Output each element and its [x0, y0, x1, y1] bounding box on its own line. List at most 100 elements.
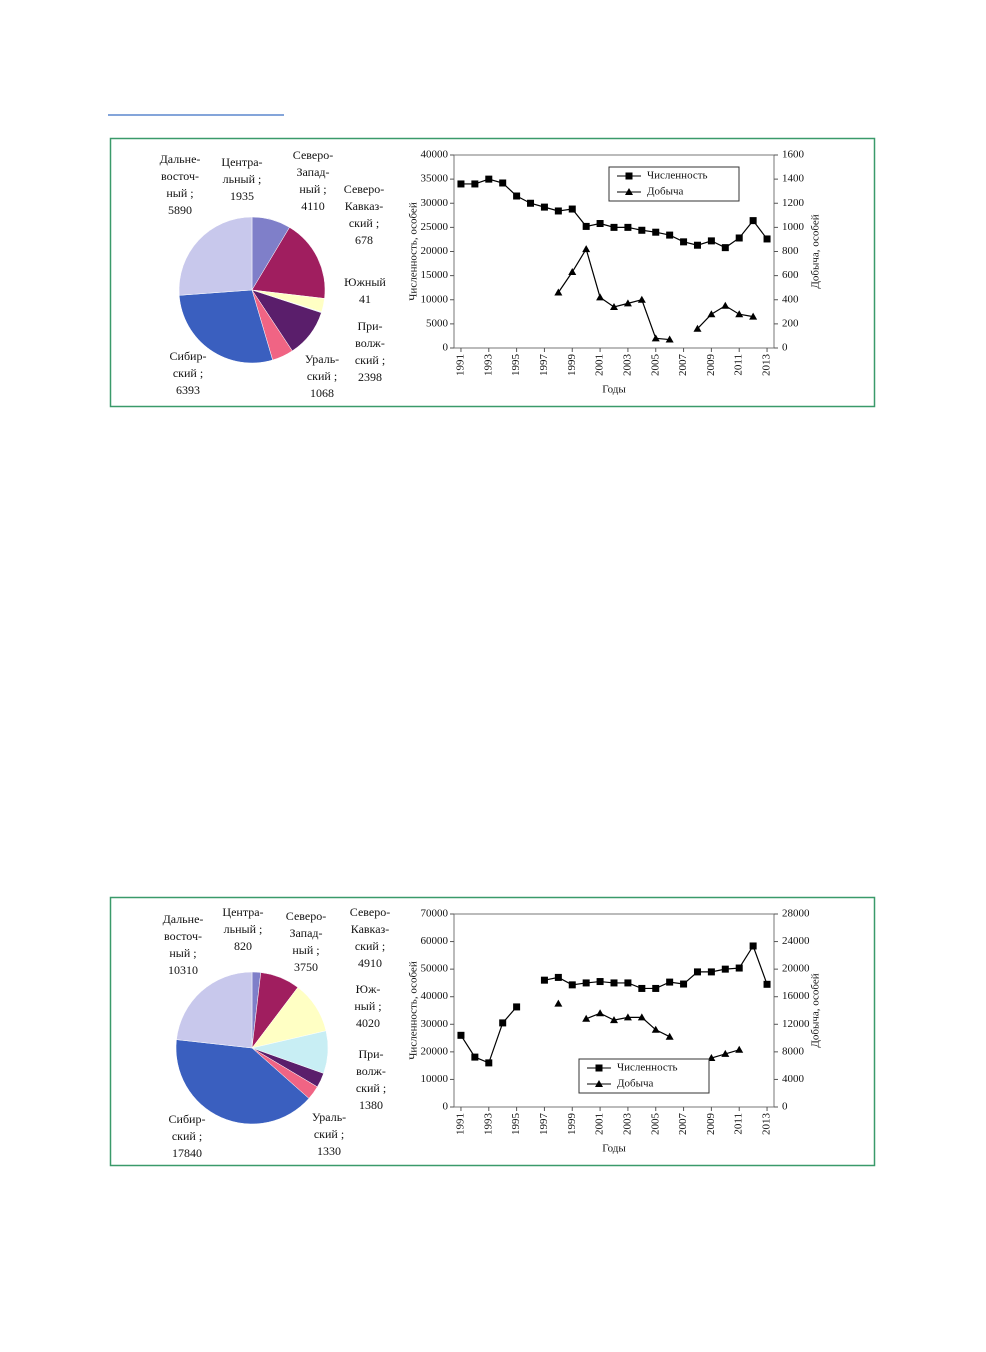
marker-square [693, 968, 701, 976]
marker-square [485, 1059, 493, 1067]
y2-tick-label: 600 [782, 269, 799, 281]
marker-square [596, 220, 604, 228]
plot-frame [453, 913, 775, 1108]
marker-square [471, 180, 479, 188]
y2-tick-label: 1600 [782, 149, 805, 161]
x-tick-label: 1997 [538, 1113, 550, 1136]
figure-frame [109, 137, 876, 408]
marker-square [457, 1031, 465, 1039]
pie-value: 6393 [176, 383, 200, 397]
pie-label: Запад- [296, 165, 329, 179]
y-tick-label: 20000 [421, 245, 449, 257]
marker-square [735, 234, 743, 242]
x-tick-label: 2007 [677, 354, 689, 377]
pie-label: Кавказ- [345, 199, 384, 213]
marker-square [707, 968, 715, 976]
marker-square [554, 973, 562, 981]
y2-tick-label: 16000 [782, 990, 810, 1002]
marker-square [596, 978, 604, 986]
x-tick-label: 2005 [649, 1113, 661, 1136]
x-tick-label: 1999 [566, 354, 578, 377]
pie-label: Центра- [222, 905, 263, 919]
marker-square [680, 980, 688, 988]
y2-tick-label: 28000 [782, 908, 810, 920]
pie-label: ский ; [314, 1127, 344, 1141]
y-tick-label: 50000 [421, 963, 449, 975]
pie-label: При- [357, 319, 382, 333]
y2-tick-label: 4000 [782, 1073, 805, 1085]
pie-slice [178, 216, 253, 296]
pie-label: льный ; [223, 172, 262, 186]
pie-value: 678 [355, 233, 373, 247]
pie-value: 2398 [358, 370, 382, 384]
y2-tick-label: 24000 [782, 935, 810, 947]
pie-slice [176, 971, 253, 1049]
x-tick-label: 2003 [621, 1113, 633, 1136]
marker-square [652, 984, 660, 992]
x-tick-label: 2013 [761, 354, 773, 377]
marker-triangle [582, 245, 591, 253]
marker-triangle [623, 1013, 632, 1021]
y-axis-title: Численность, особей [408, 202, 420, 301]
marker-square [582, 979, 590, 987]
y-tick-label: 35000 [421, 173, 449, 185]
y-tick-label: 20000 [421, 1045, 449, 1057]
marker-square [624, 223, 632, 231]
y-tick-label: 10000 [421, 293, 449, 305]
pie-label: ный ; [292, 943, 319, 957]
x-tick-label: 2011 [733, 1113, 745, 1135]
marker-square [540, 203, 548, 211]
y-tick-label: 60000 [421, 935, 449, 947]
x-tick-label: 2005 [649, 354, 661, 377]
marker-square [540, 976, 548, 984]
marker-square [721, 965, 729, 973]
x-axis-title: Годы [602, 1143, 626, 1155]
y-tick-label: 10000 [421, 1073, 449, 1085]
marker-square [457, 180, 465, 188]
x-tick-label: 1993 [482, 354, 494, 377]
marker-triangle [721, 301, 730, 309]
marker-triangle [749, 312, 758, 320]
marker-triangle [623, 299, 632, 307]
pie-label: ский ; [356, 1081, 386, 1095]
x-tick-label: 1995 [510, 1113, 522, 1136]
marker-triangle [707, 310, 716, 318]
marker-triangle [721, 1049, 730, 1057]
pie-slice [178, 289, 273, 364]
marker-square [513, 192, 521, 200]
pie-label: волж- [355, 336, 385, 350]
y2-tick-label: 400 [782, 293, 799, 305]
marker-square [499, 1019, 507, 1027]
pie-label: восточ- [164, 929, 202, 943]
y2-tick-label: 8000 [782, 1045, 805, 1057]
pie-label: Ураль- [312, 1110, 346, 1124]
marker-triangle [651, 334, 660, 342]
marker-square [707, 237, 715, 245]
pie-label: восточ- [161, 169, 199, 183]
pie-label: Дальне- [163, 912, 204, 926]
pie-value: 17840 [172, 1146, 202, 1160]
pie-value: 1068 [310, 386, 334, 400]
series-line [460, 944, 768, 1064]
marker-triangle [582, 1014, 591, 1022]
pie-value: 3750 [294, 960, 318, 974]
x-tick-label: 2001 [594, 354, 606, 376]
x-tick-label: 1999 [566, 1113, 578, 1136]
pie-label: Северо- [293, 148, 333, 162]
pie-label: льный ; [224, 922, 263, 936]
marker-triangle [665, 1032, 674, 1040]
marker-square [749, 217, 757, 225]
marker-square [610, 979, 618, 987]
marker-triangle [637, 1013, 646, 1021]
x-tick-label: 2001 [594, 1113, 606, 1135]
y2-tick-label: 800 [782, 245, 799, 257]
marker-square [666, 231, 674, 239]
pie-value: 1935 [230, 189, 254, 203]
pie-label: Дальне- [160, 152, 201, 166]
marker-triangle [554, 999, 563, 1007]
legend-label: Численность [617, 1062, 678, 1074]
marker-square [513, 1003, 521, 1011]
pie-label: Северо- [344, 182, 384, 196]
marker-triangle [651, 1025, 660, 1033]
